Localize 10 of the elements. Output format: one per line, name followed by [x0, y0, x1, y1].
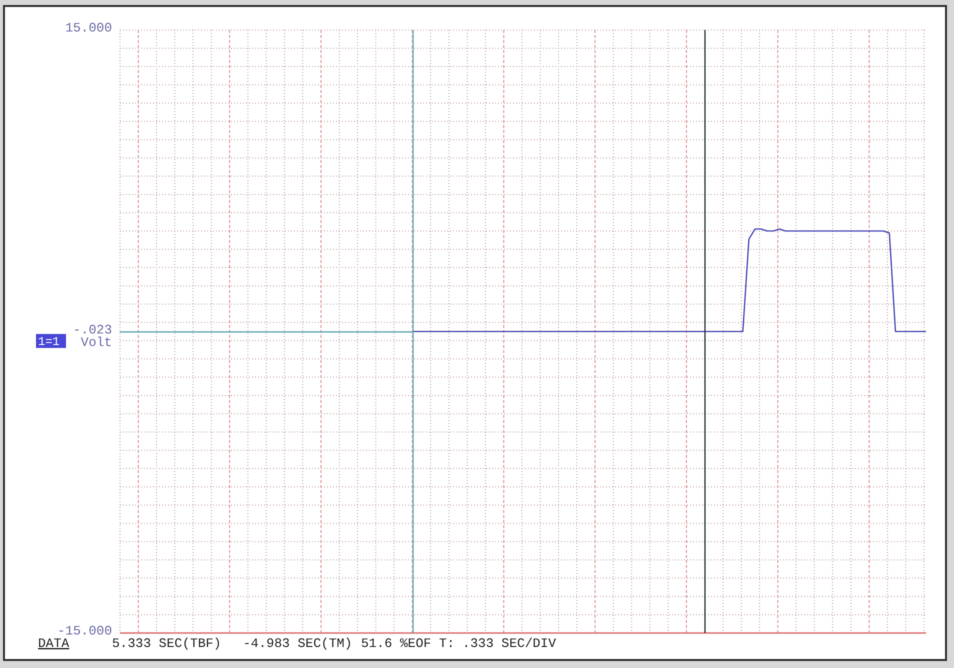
y-tick-label: 15.000 [65, 20, 112, 36]
line-series [412, 228, 927, 332]
text: 1=1 [38, 334, 60, 349]
y-tick-label: -.023 [72, 322, 112, 338]
text: 51.6 %EOF T: .333 SEC/DIV [361, 636, 556, 651]
y-tick-label: -15.000 [57, 623, 112, 638]
text: 5.333 SEC(TBF) [112, 636, 222, 651]
text: -4.983 SEC(TM) [243, 636, 352, 651]
text: DATA [38, 636, 70, 651]
y-axis-title: Volt [80, 334, 112, 350]
